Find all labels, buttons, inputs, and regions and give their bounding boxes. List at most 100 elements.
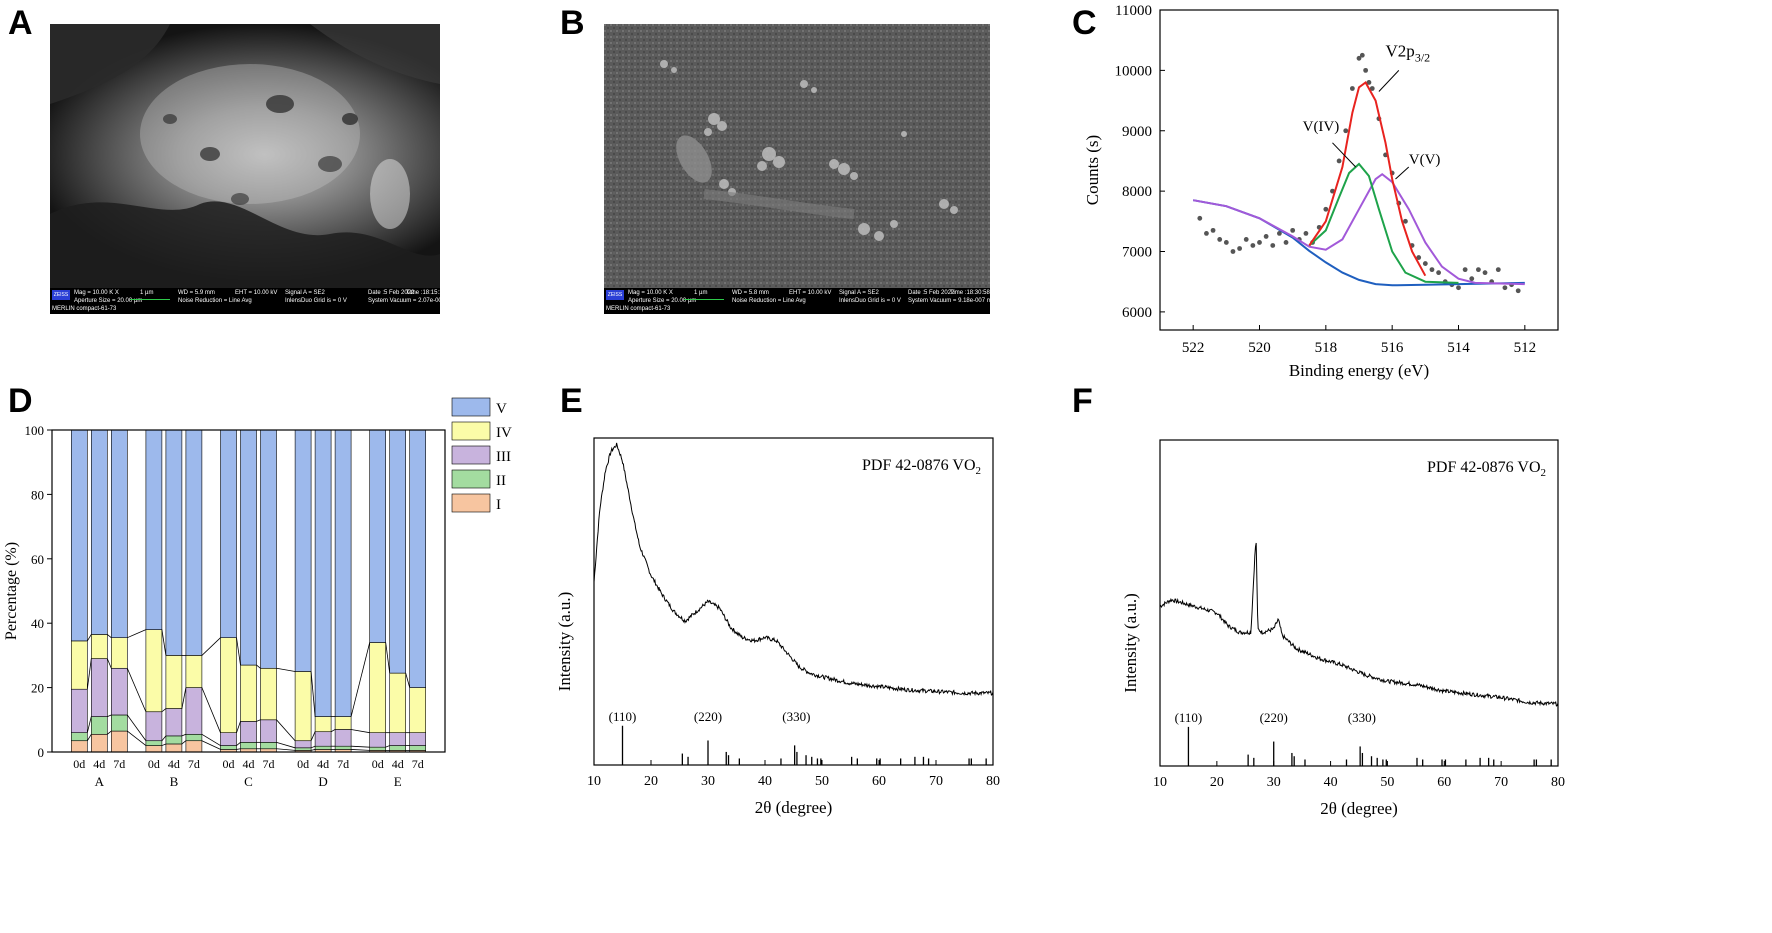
bar-segment-iv	[165, 655, 183, 709]
bar-segment-v	[111, 429, 128, 638]
legend-label: IV	[496, 425, 512, 441]
connector-line	[351, 729, 370, 734]
x-tick-label: 4d	[93, 757, 105, 771]
data-point	[1366, 80, 1372, 85]
bar-segment-i	[91, 733, 108, 753]
sem-image-a: ZEISS Mag = 10.00 K X Aperture Size = 20…	[50, 24, 440, 314]
bar-segment-ii	[334, 745, 352, 750]
group-label: D	[318, 774, 327, 789]
connector-line	[86, 734, 92, 741]
connector-line	[86, 658, 92, 690]
xrd-pattern-line	[1159, 542, 1559, 707]
bar-segment-iii	[91, 658, 108, 717]
sem-instrument: MERLIN compact-61-73	[606, 306, 671, 312]
annotation-v4: V(IV)	[1303, 119, 1340, 135]
panel-label-e: E	[560, 382, 583, 420]
data-point	[1469, 276, 1475, 282]
x-tick-label: 60	[1437, 775, 1451, 790]
x-axis-label: 2θ (degree)	[1320, 799, 1398, 818]
bar-segment-iii	[334, 729, 352, 747]
connector-line	[236, 721, 241, 733]
sem-mag: Mag = 10.00 K X	[74, 290, 119, 296]
bar-segment-iii	[240, 721, 257, 743]
bar-segment-ii	[314, 745, 332, 750]
data-point	[1436, 270, 1441, 276]
bar-segment-iv	[314, 716, 332, 733]
bar-segment-ii	[369, 746, 387, 751]
annotation-v2p-subscript: 3/2	[1415, 50, 1430, 64]
connector-line	[276, 667, 296, 672]
connector-line	[107, 714, 112, 717]
bar-segment-v	[314, 429, 332, 717]
connector-line	[236, 742, 241, 746]
connector-line	[310, 745, 316, 749]
bar-segment-v	[294, 429, 312, 672]
annotation-leader	[1378, 70, 1400, 92]
annotation-leader	[1332, 142, 1357, 168]
bar-segment-v	[240, 429, 257, 666]
connector-line	[161, 743, 167, 746]
connector-line	[310, 731, 316, 741]
bar-segment-v	[334, 429, 352, 717]
bar-segment-v	[260, 429, 277, 669]
y-tick-label: 0	[38, 745, 45, 760]
bar-segment-iv	[240, 664, 257, 722]
x-tick-label: 70	[1494, 775, 1508, 790]
legend-label: V	[496, 401, 507, 417]
data-point	[1476, 267, 1481, 273]
connector-line	[330, 729, 336, 733]
bar-segment-i	[185, 740, 203, 753]
data-point	[1502, 285, 1508, 291]
plot-frame	[1159, 9, 1559, 331]
connector-line	[405, 673, 411, 688]
legend-swatch-v	[451, 397, 491, 417]
y-axis-label: Intensity (a.u.)	[555, 592, 574, 692]
connector-line	[161, 629, 167, 656]
legend-label: I	[496, 497, 501, 513]
peak-label: (110)	[609, 709, 637, 724]
data-point	[1422, 261, 1428, 266]
connector-line	[201, 637, 221, 656]
x-tick-label: 70	[929, 774, 943, 789]
series-line-v-iv-	[1308, 162, 1459, 284]
y-axis-label: Counts (s)	[1083, 135, 1102, 205]
connector-line	[385, 745, 390, 748]
x-tick-label: 40	[758, 774, 772, 789]
bar-segment-iii	[145, 711, 163, 742]
bar-segment-ii	[145, 740, 163, 746]
connector-line	[86, 716, 92, 733]
data-point	[1495, 267, 1501, 273]
bar-segment-v	[145, 429, 163, 630]
connector-line	[126, 714, 147, 741]
panel-label-f: F	[1072, 382, 1093, 420]
sem-eht: EHT = 10.00 kV	[789, 290, 832, 296]
y-tick-label: 40	[31, 616, 44, 631]
x-tick-label: 40	[1324, 775, 1338, 790]
data-point	[1257, 240, 1262, 245]
bar-segment-iii	[185, 687, 203, 735]
data-point	[1416, 255, 1422, 260]
bar-segment-iv	[369, 642, 387, 733]
series-line-v-v-	[1193, 172, 1525, 286]
data-point	[1250, 243, 1256, 248]
y-tick-label: 100	[25, 423, 45, 438]
data-point	[1349, 86, 1355, 91]
bar-segment-iii	[165, 708, 183, 737]
sem-vacuum: System Vacuum = 9.18e-007 mbar	[908, 298, 990, 304]
sem-texture-a	[50, 24, 440, 288]
connector-line	[161, 708, 167, 713]
panel-label-a: A	[8, 4, 33, 42]
x-tick-label: 516	[1381, 340, 1404, 356]
x-tick-label: 0d	[73, 757, 85, 771]
x-tick-label: 518	[1315, 340, 1338, 356]
peak-label: (110)	[1175, 710, 1203, 725]
peak-label: (330)	[782, 709, 810, 724]
bar-segment-iii	[389, 732, 407, 746]
data-point	[1230, 249, 1236, 254]
x-axis-label: 2θ (degree)	[755, 798, 833, 817]
y-tick-label: 11000	[1115, 3, 1152, 19]
data-point	[1277, 230, 1282, 236]
bar-segment-iii	[369, 732, 387, 748]
series-line-fit-envelope	[1308, 81, 1427, 277]
